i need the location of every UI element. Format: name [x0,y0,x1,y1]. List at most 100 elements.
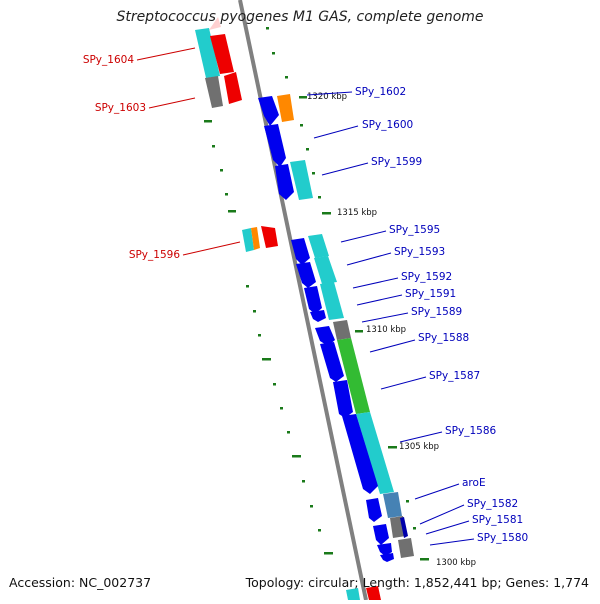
gene-spy-1580b-arrow [398,538,414,558]
leader-spy-1588 [369,339,416,353]
gene-label-spy-1591[interactable]: SPy_1591 [405,288,456,300]
tick-mark [287,431,290,434]
leader-spy-1602 [306,91,353,96]
gene-spy-1604b-arrow [210,34,234,74]
forward-genes [195,17,278,252]
gene-spy-1586-arrow [333,380,353,418]
scale-label-1320: 1320 kbp [307,92,347,102]
gene-spy-1593b-arrow [314,256,337,284]
gene-label-spy-1603[interactable]: SPy_1603 [95,102,146,114]
tick-mark [246,285,249,288]
gene-label-spy-1582[interactable]: SPy_1582 [467,498,518,510]
gene-spy-1596b-arrow [251,227,260,250]
leader-spy-1596 [182,241,241,256]
gene-label-spy-1593[interactable]: SPy_1593 [394,246,445,258]
leader-spy-1603 [148,97,196,109]
gene-spy-1604-arrow [195,28,220,78]
leader-spy-1604 [136,47,196,61]
tick-mark [388,446,397,449]
scale-label-1315: 1315 kbp [337,208,377,218]
reverse-genes [258,94,414,600]
leader-spy-1600 [313,125,359,139]
gene-spy-1587-arrow [320,342,344,382]
scale-labels: 1320 kbp 1315 kbp 1310 kbp 1305 kbp 1300… [307,92,476,568]
gene-label-spy-1581[interactable]: SPy_1581 [472,514,523,526]
gene-spy-1600-arrow [264,124,286,167]
gene-spy-1591-arrow [320,282,344,320]
tick-mark [228,210,236,213]
gene-label-spy-1599[interactable]: SPy_1599 [371,156,422,168]
tick-mark [318,529,321,532]
gene-spy-1603b-arrow [224,72,242,104]
gene-label-spy-1595[interactable]: SPy_1595 [389,224,440,236]
gene-spy-1579-arrow [380,553,394,562]
tick-mark [258,334,261,337]
gene-spy-1588-gray [333,320,351,340]
gene-label-spy-1592[interactable]: SPy_1592 [401,271,452,283]
forward-label-leaders [136,47,241,256]
leader-spy-1592 [352,277,399,289]
gene-label-spy-1580[interactable]: SPy_1580 [477,532,528,544]
leader-spy-1582 [419,504,465,525]
tick-mark [406,500,409,503]
tick-mark [253,310,256,313]
gene-spy-1582b-arrow [400,517,408,538]
leader-spy-1595 [340,230,387,243]
leader-spy-1599 [321,162,369,176]
inner-tick-ring [266,27,429,561]
gene-label-spy-1596[interactable]: SPy_1596 [129,249,181,261]
tick-mark [204,120,212,123]
tick-mark [292,455,301,458]
gene-spy-1587b-arrow [337,338,370,414]
gene-label-aroe[interactable]: aroE [462,477,486,489]
gene-label-spy-1586[interactable]: SPy_1586 [445,425,497,437]
tick-mark [413,527,416,530]
tick-mark [324,552,333,555]
leader-spy-1580 [429,538,475,546]
gene-label-spy-1604[interactable]: SPy_1604 [83,54,135,66]
leader-spy-1581 [425,520,470,535]
forward-gene-labels: SPy_1604 SPy_1603 SPy_1596 [83,54,181,261]
gene-spy-1599-arrow [275,164,294,200]
gene-spy-1583-arrow [366,498,382,522]
tick-mark [302,480,305,483]
backbone-line [238,0,368,601]
gene-spy-1588-arrow [315,326,335,346]
genome-summary-text: Topology: circular; Length: 1,852,441 bp… [245,575,589,590]
tick-mark [420,558,429,561]
tick-mark [273,383,276,386]
tick-mark [285,76,288,79]
genome-backbone [238,0,368,601]
gene-label-spy-1602[interactable]: SPy_1602 [355,86,406,98]
outer-tick-ring [199,33,333,555]
tick-mark [212,145,215,148]
reverse-gene-labels: SPy_1602 SPy_1600 SPy_1599 SPy_1595 SPy_… [355,86,528,544]
gene-label-spy-1589[interactable]: SPy_1589 [411,306,462,318]
gene-spy-1593-arrow [296,262,316,288]
gene-label-spy-1600[interactable]: SPy_1600 [362,119,413,131]
gene-spy-1586b-arrow [356,412,394,494]
gene-spy-1595b-arrow [308,234,329,258]
gene-spy-1581-arrow [373,524,389,545]
leader-spy-1591 [356,294,403,306]
gene-spy-1589-arrow [310,310,326,322]
leader-spy-1593 [346,252,392,266]
gene-spy-1595-arrow [291,238,310,265]
gene-label-spy-1588[interactable]: SPy_1588 [418,332,469,344]
tick-mark [355,330,363,333]
tick-mark [220,169,223,172]
tick-mark [299,96,307,99]
tick-mark [272,52,275,55]
gene-aroe-arrow [383,492,402,518]
tick-mark [225,193,228,196]
tick-mark [318,196,321,199]
reverse-label-leaders [306,91,475,546]
gene-spy-1580-arrow [377,543,392,556]
gene-label-spy-1587[interactable]: SPy_1587 [429,370,480,382]
scale-label-1305: 1305 kbp [399,442,439,452]
tick-mark [306,148,309,151]
map-title: Streptococcus pyogenes M1 GAS, complete … [116,9,484,25]
leader-spy-1589 [361,312,409,323]
